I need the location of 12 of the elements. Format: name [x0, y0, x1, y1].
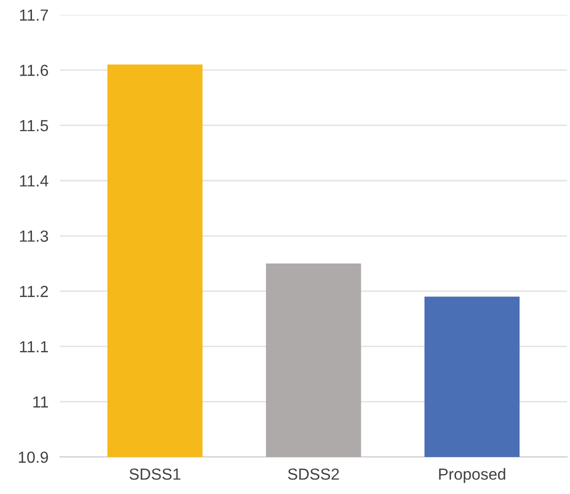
y-tick-label: 11.5 — [20, 120, 48, 132]
y-tick-label: 11.6 — [20, 64, 48, 76]
y-tick-label: 11.4 — [20, 175, 48, 186]
y-tick-label: 11.1 — [20, 341, 48, 352]
x-tick-label: SDSS1 — [130, 468, 180, 480]
y-tick-label: 11.2 — [20, 286, 48, 297]
y-tick-label: 11.3 — [20, 230, 48, 242]
x-tick-label: Proposed — [439, 468, 506, 483]
y-tick-label: 10.9 — [18, 452, 48, 463]
y-tick-label: 11 — [33, 396, 48, 408]
x-tick-label: SDSS2 — [288, 468, 339, 480]
y-tick-label: 11.7 — [20, 10, 48, 21]
